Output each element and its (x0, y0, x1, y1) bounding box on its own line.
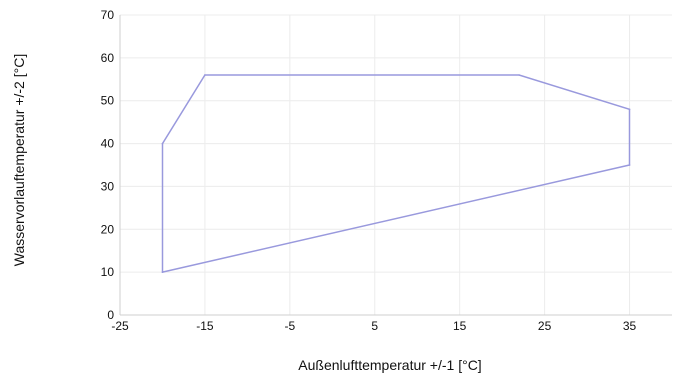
y-axis-title: Wasservorlauftemperatur +/-2 [°C] (11, 54, 27, 266)
series-point (161, 142, 164, 145)
y-tick-label: 70 (101, 8, 115, 22)
axes (119, 15, 672, 316)
series-point (628, 108, 631, 111)
x-tick-label: 5 (371, 319, 378, 333)
series-layer (161, 74, 631, 273)
y-tick-label: 10 (101, 265, 115, 279)
y-tick-label: 60 (101, 51, 115, 65)
series-point (204, 74, 206, 76)
y-tick-label: 30 (101, 179, 115, 193)
series-point (161, 271, 164, 273)
series-point (628, 164, 631, 166)
x-axis-title: Außenlufttemperatur +/-1 [°C] (298, 357, 481, 373)
series-point (518, 74, 520, 76)
x-tick-labels: -25 -15 -5 5 15 25 35 (111, 319, 636, 333)
x-tick-label: 35 (623, 319, 637, 333)
y-tick-labels: 0 10 20 30 40 50 60 70 (101, 8, 115, 322)
x-tick-label: 15 (453, 319, 467, 333)
x-tick-label: 25 (538, 319, 552, 333)
y-tick-label: 40 (101, 137, 115, 151)
y-tick-label: 20 (101, 222, 115, 236)
x-tick-label: -15 (196, 319, 214, 333)
x-tick-label: -5 (285, 319, 296, 333)
x-tick-label: -25 (111, 319, 129, 333)
grid (119, 14, 672, 316)
y-tick-label: 50 (101, 94, 115, 108)
y-tick-label: 0 (107, 308, 114, 322)
series-line (161, 74, 631, 273)
